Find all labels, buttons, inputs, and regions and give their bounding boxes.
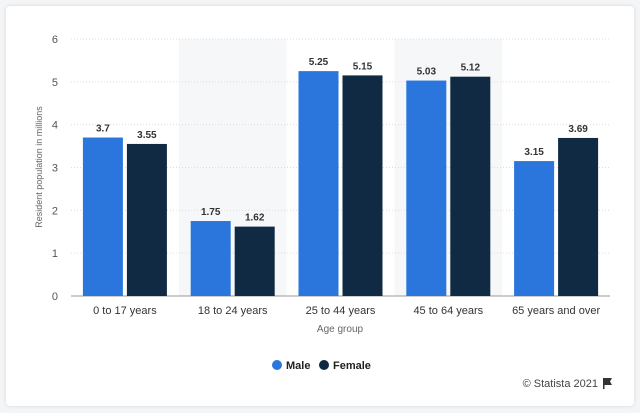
bar-male[interactable]: [406, 80, 447, 296]
bar-female[interactable]: [234, 226, 275, 296]
data-label: 3.7: [96, 124, 110, 135]
data-label: 3.69: [568, 124, 588, 135]
legend-marker-male: [272, 360, 282, 370]
legend-item-male[interactable]: Male: [272, 360, 310, 372]
y-tick-label: 4: [52, 120, 58, 132]
bar-male[interactable]: [82, 137, 123, 296]
data-label: 5.15: [353, 61, 373, 72]
x-categories: 0 to 17 years 18 to 24 years 25 to 44 year…: [93, 305, 600, 317]
y-ticks: 0 1 2 3 4 5 6: [52, 34, 58, 303]
y-tick-label: 3: [52, 163, 58, 175]
bar-female[interactable]: [558, 137, 599, 296]
bar-male[interactable]: [514, 161, 555, 296]
x-category-label: 18 to 24 years: [198, 305, 268, 317]
legend-marker-female: [319, 360, 329, 370]
y-tick-label: 6: [52, 34, 58, 46]
x-category-label: 0 to 17 years: [93, 305, 157, 317]
y-tick-label: 0: [52, 291, 58, 303]
data-label: 5.03: [417, 67, 437, 78]
flag-icon[interactable]: [603, 378, 612, 389]
bar-female[interactable]: [126, 143, 167, 296]
legend-item-female[interactable]: Female: [319, 360, 371, 372]
y-tick-label: 2: [52, 205, 58, 217]
y-tick-label: 1: [52, 248, 58, 260]
bars: [82, 71, 599, 297]
bar-male[interactable]: [190, 221, 231, 296]
data-label: 1.75: [201, 207, 221, 218]
data-label: 3.15: [524, 147, 544, 158]
legend: Male Female: [272, 360, 371, 372]
x-category-label: 45 to 64 years: [413, 305, 483, 317]
bar-male[interactable]: [298, 71, 339, 296]
data-label: 1.62: [245, 213, 265, 224]
bar-female[interactable]: [450, 76, 491, 297]
data-label: 5.12: [461, 63, 481, 74]
y-axis-title: Resident population in millions: [34, 106, 44, 228]
y-tick-label: 5: [52, 77, 58, 89]
x-axis-title: Age group: [317, 324, 364, 335]
statista-credit[interactable]: © Statista 2021: [523, 378, 598, 390]
legend-label-male: Male: [286, 360, 310, 372]
legend-label-female: Female: [333, 360, 371, 372]
x-category-label: 25 to 44 years: [306, 305, 376, 317]
data-label: 3.55: [137, 130, 157, 141]
data-labels: 3.7 3.55 1.75 1.62 5.25 5.15 5.03 5.12 3.15 3.69: [96, 57, 588, 223]
data-label: 5.25: [309, 57, 329, 68]
bar-female[interactable]: [342, 75, 383, 297]
x-category-label: 65 years and over: [512, 305, 600, 317]
